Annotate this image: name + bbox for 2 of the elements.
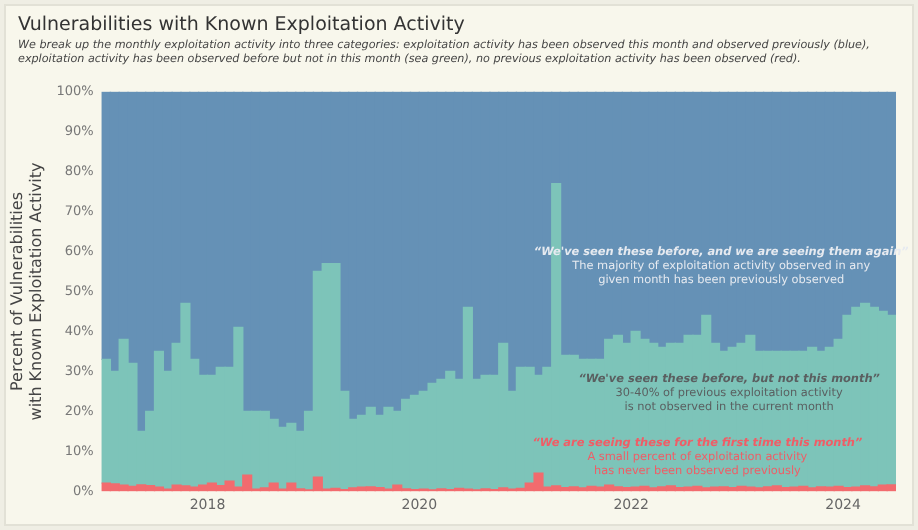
y-axis-title: Percent of Vulnerabilities with Known Exploitation Activity (7, 162, 45, 421)
chart-title: Vulnerabilities with Known Exploitation Activity (16, 12, 467, 36)
